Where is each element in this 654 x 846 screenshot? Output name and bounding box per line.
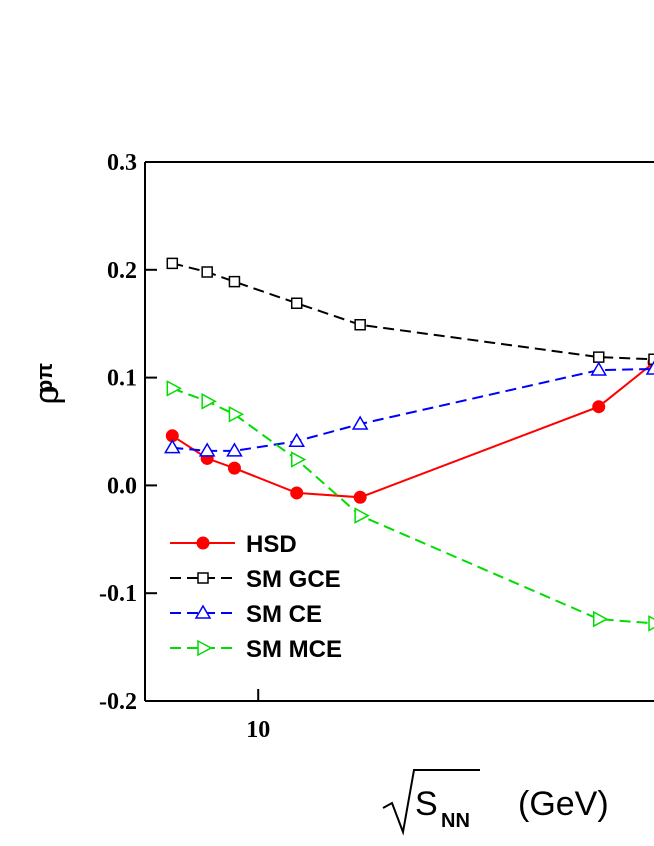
series-line xyxy=(171,387,654,625)
sqrt-sign xyxy=(382,769,480,836)
marker xyxy=(197,572,209,584)
marker xyxy=(197,639,213,657)
x-label-unit: (GeV) xyxy=(518,785,609,823)
marker xyxy=(198,442,216,457)
series-line xyxy=(171,361,654,499)
x-label-sub: NN xyxy=(441,810,470,832)
marker xyxy=(354,319,366,331)
marker xyxy=(196,536,210,550)
legend-label: SM MCE xyxy=(246,636,342,663)
marker xyxy=(592,610,609,628)
marker xyxy=(290,486,304,500)
marker xyxy=(645,360,654,375)
y-tick-label: 0.3 xyxy=(107,150,137,176)
marker xyxy=(228,275,241,288)
series-line xyxy=(172,368,654,452)
y-tick-label: -0.2 xyxy=(99,689,137,715)
legend-label: SM GCE xyxy=(246,566,341,593)
marker xyxy=(592,400,606,414)
y-tick-label: 0.0 xyxy=(107,473,137,499)
marker xyxy=(351,415,369,430)
y-tick-label: -0.1 xyxy=(99,581,137,607)
marker xyxy=(592,351,605,363)
marker xyxy=(648,353,654,366)
series-line xyxy=(172,262,654,361)
legend-label: HSD xyxy=(246,531,297,558)
marker xyxy=(353,490,367,504)
legend-label: SM CE xyxy=(246,601,322,628)
marker xyxy=(354,507,370,524)
y-label-sub: pπ xyxy=(32,363,57,393)
marker xyxy=(226,442,243,457)
y-tick-label: 0.1 xyxy=(107,366,137,392)
marker xyxy=(201,393,217,410)
x-label: S xyxy=(415,785,438,823)
marker xyxy=(166,380,182,397)
marker xyxy=(290,451,307,468)
axes-frame xyxy=(144,161,654,702)
plot-area xyxy=(163,257,654,632)
marker xyxy=(194,604,212,619)
marker xyxy=(648,615,654,632)
x-tick-label: 10 xyxy=(246,717,270,743)
marker xyxy=(166,257,179,270)
marker xyxy=(201,266,213,278)
marker xyxy=(288,432,306,447)
marker xyxy=(590,361,608,376)
y-tick-label: 0.2 xyxy=(107,258,137,284)
marker xyxy=(227,461,241,475)
y-label: ρ xyxy=(28,385,66,404)
marker xyxy=(163,439,181,454)
marker xyxy=(290,297,303,309)
marker xyxy=(228,405,245,423)
